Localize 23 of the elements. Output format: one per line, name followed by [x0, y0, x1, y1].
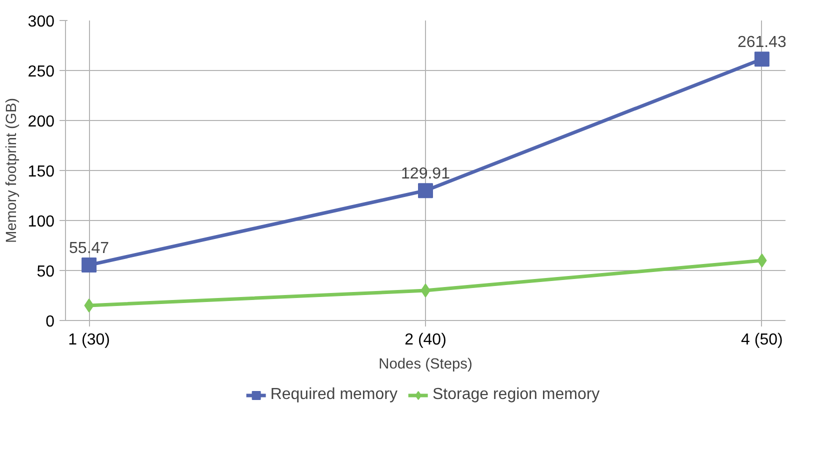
- y-tick-label: 250: [28, 64, 55, 80]
- x-tick-label: 2 (40): [404, 332, 446, 348]
- y-tick-label: 50: [36, 264, 55, 280]
- y-tick-label: 300: [28, 14, 55, 30]
- point: [420, 284, 430, 298]
- legend-label: Storage region memory: [432, 386, 600, 404]
- x-tick-label: 4 (50): [741, 332, 783, 348]
- point: [757, 254, 767, 268]
- y-tick-label: 150: [28, 164, 55, 180]
- data-label: 55.47: [69, 240, 110, 258]
- y-axis-title: Memory footprint (GB): [4, 98, 20, 243]
- data-label: 261.43: [737, 34, 787, 52]
- point: [84, 298, 94, 312]
- x-axis-title: Nodes (Steps): [378, 356, 472, 372]
- point: [754, 52, 770, 67]
- y-tick-label: 0: [46, 314, 55, 330]
- legend-label: Required memory: [270, 386, 398, 404]
- point: [418, 183, 433, 198]
- point: [82, 258, 97, 273]
- y-tick-label: 100: [28, 214, 55, 230]
- x-tick-label: 1 (30): [68, 332, 110, 348]
- y-tick-label: 200: [28, 114, 55, 130]
- data-label: 129.91: [401, 166, 450, 183]
